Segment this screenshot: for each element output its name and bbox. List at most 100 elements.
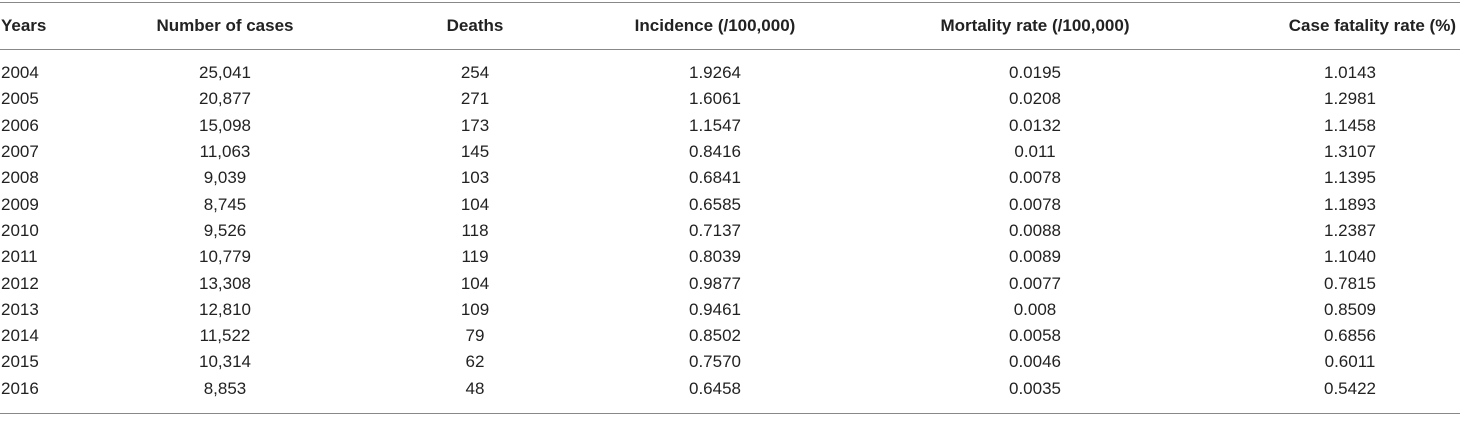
year-cell: 2007 (1, 142, 39, 162)
value-cell: 118 (461, 220, 489, 240)
table-body: 2004 25,041 254 1.9264 0.0195 1.0143 2005 20,87… (0, 50, 1460, 414)
value-cell: 1.2387 (1324, 220, 1376, 240)
value-cell: 9,039 (203, 168, 247, 188)
value-cell: 1.1040 (1324, 247, 1376, 267)
table-row: 2011 10,779 119 0.8039 0.0089 1.1040 (0, 244, 1460, 270)
year-cell: 2012 (1, 273, 39, 293)
table-row: 2010 9,526 118 0.7137 0.0088 1.2387 (0, 218, 1460, 244)
value-cell: 1.1458 (1324, 115, 1376, 135)
value-cell: 48 (465, 378, 485, 398)
column-header: Case fatality rate (%) (1288, 16, 1456, 35)
value-cell: 0.8416 (689, 142, 741, 162)
column-header: Incidence (/100,000) (634, 16, 796, 35)
value-cell: 0.8502 (689, 326, 741, 346)
value-cell: 0.6011 (1324, 352, 1376, 372)
value-cell: 0.7137 (689, 220, 741, 240)
table-row: 2014 11,522 79 0.8502 0.0058 0.6856 (0, 323, 1460, 349)
year-cell: 2014 (1, 326, 39, 346)
value-cell: 104 (460, 194, 490, 214)
table-row: 2012 13,308 104 0.9877 0.0077 0.7815 (0, 270, 1460, 296)
value-cell: 0.5422 (1324, 378, 1376, 398)
value-cell: 62 (465, 352, 485, 372)
value-cell: 0.008 (1013, 299, 1057, 319)
value-cell: 0.0208 (1009, 89, 1061, 109)
value-cell: 8,853 (203, 378, 247, 398)
value-cell: 271 (460, 89, 490, 109)
column-header: Number of cases (156, 16, 294, 35)
table-header: Years Number of cases Deaths Incidence (/10… (0, 2, 1460, 50)
value-cell: 0.0078 (1009, 168, 1061, 188)
value-cell: 109 (460, 299, 490, 319)
value-cell: 9,526 (203, 220, 247, 240)
value-cell: 0.0078 (1009, 194, 1061, 214)
value-cell: 0.0046 (1009, 352, 1061, 372)
year-cell: 2004 (1, 63, 39, 83)
value-cell: 0.6585 (689, 194, 741, 214)
value-cell: 0.7815 (1324, 273, 1376, 293)
value-cell: 11,063 (199, 142, 251, 162)
value-cell: 1.9264 (689, 63, 741, 83)
table-row: 2009 8,745 104 0.6585 0.0078 1.1893 (0, 191, 1460, 217)
table-row: 2004 25,041 254 1.9264 0.0195 1.0143 (0, 50, 1460, 87)
value-cell: 10,314 (199, 352, 251, 372)
year-cell: 2009 (1, 194, 39, 214)
value-cell: 1.2981 (1324, 89, 1376, 109)
value-cell: 0.6458 (689, 378, 741, 398)
value-cell: 0.0195 (1009, 63, 1061, 83)
value-cell: 1.6061 (689, 89, 741, 109)
value-cell: 25,041 (199, 63, 251, 83)
value-cell: 20,877 (199, 89, 251, 109)
year-cell: 2015 (1, 352, 39, 372)
table-row: 2013 12,810 109 0.9461 0.008 0.8509 (0, 297, 1460, 323)
value-cell: 145 (460, 142, 490, 162)
value-cell: 0.6856 (1324, 326, 1376, 346)
year-cell: 2006 (1, 115, 39, 135)
year-cell: 2010 (1, 220, 39, 240)
value-cell: 0.0089 (1009, 247, 1061, 267)
column-header: Mortality rate (/100,000) (940, 16, 1130, 35)
value-cell: 0.9877 (689, 273, 741, 293)
value-cell: 0.6841 (689, 168, 741, 188)
value-cell: 0.8509 (1324, 299, 1376, 319)
value-cell: 0.011 (1014, 142, 1056, 162)
table-row: 2015 10,314 62 0.7570 0.0046 0.6011 (0, 349, 1460, 375)
value-cell: 10,779 (199, 247, 251, 267)
table-row: 2005 20,877 271 1.6061 0.0208 1.2981 (0, 86, 1460, 112)
value-cell: 0.9461 (689, 299, 741, 319)
value-cell: 119 (461, 247, 489, 267)
table-row: 2006 15,098 173 1.1547 0.0132 1.1458 (0, 113, 1460, 139)
value-cell: 0.0035 (1009, 378, 1061, 398)
value-cell: 1.1547 (689, 115, 741, 135)
value-cell: 103 (460, 168, 490, 188)
value-cell: 1.3107 (1324, 142, 1376, 162)
year-cell: 2008 (1, 168, 39, 188)
value-cell: 1.0143 (1324, 63, 1376, 83)
year-cell: 2011 (1, 247, 38, 267)
year-cell: 2005 (1, 89, 39, 109)
table-row: 2016 8,853 48 0.6458 0.0035 0.5422 (0, 376, 1460, 414)
year-cell: 2016 (1, 378, 39, 398)
value-cell: 15,098 (199, 115, 251, 135)
value-cell: 13,308 (199, 273, 251, 293)
value-cell: 1.1395 (1324, 168, 1376, 188)
table-row: 2008 9,039 103 0.6841 0.0078 1.1395 (0, 165, 1460, 191)
value-cell: 1.1893 (1324, 194, 1376, 214)
value-cell: 11,522 (199, 326, 251, 346)
column-header: Deaths (446, 16, 504, 35)
value-cell: 0.0132 (1009, 115, 1061, 135)
header-row: Years Number of cases Deaths Incidence (/10… (0, 2, 1460, 50)
data-table: Years Number of cases Deaths Incidence (/10… (0, 2, 1460, 414)
year-cell: 2013 (1, 299, 39, 319)
value-cell: 12,810 (199, 299, 251, 319)
value-cell: 0.0058 (1009, 326, 1061, 346)
table-row: 2007 11,063 145 0.8416 0.011 1.3107 (0, 139, 1460, 165)
value-cell: 0.8039 (689, 247, 741, 267)
value-cell: 104 (460, 273, 490, 293)
value-cell: 8,745 (203, 194, 247, 214)
value-cell: 173 (460, 115, 490, 135)
value-cell: 254 (460, 63, 490, 83)
column-header: Years (1, 16, 47, 35)
value-cell: 0.0077 (1009, 273, 1061, 293)
value-cell: 0.0088 (1009, 220, 1061, 240)
